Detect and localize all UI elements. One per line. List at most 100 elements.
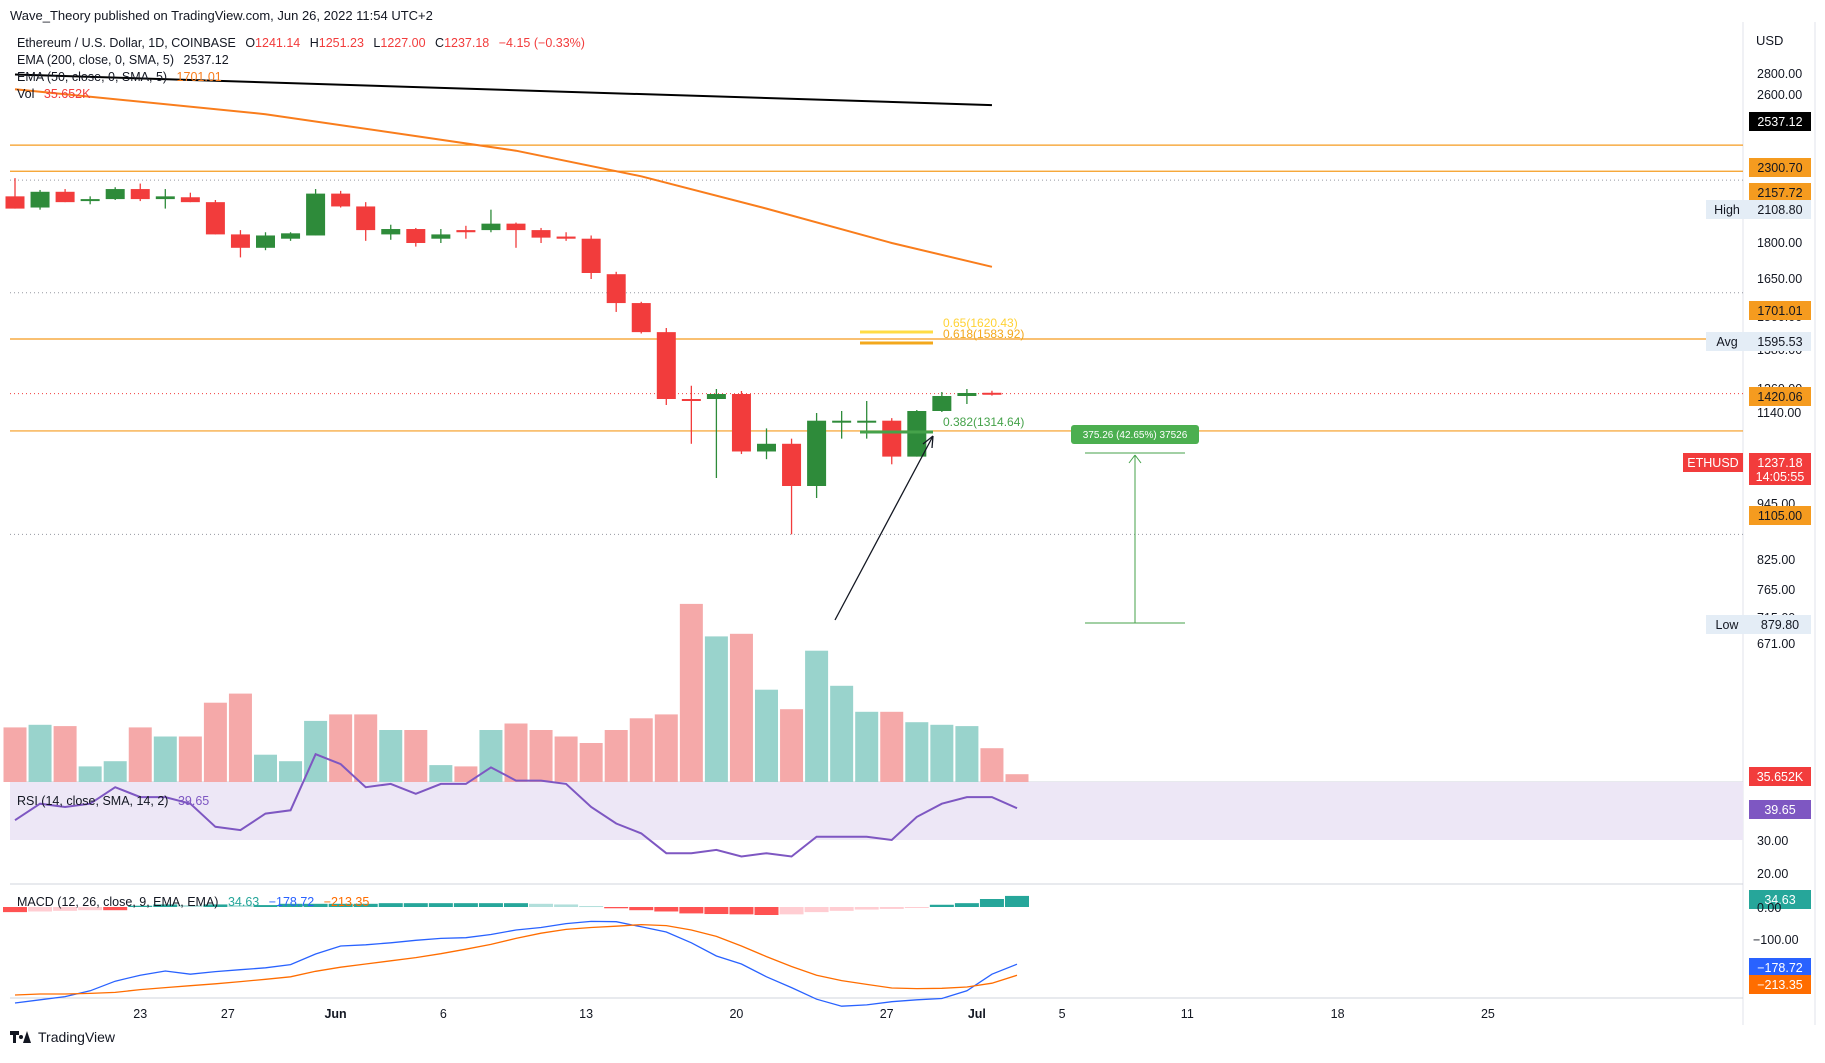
badge-signal-box bbox=[1749, 975, 1811, 994]
macd-hist-bar bbox=[954, 903, 979, 907]
macd-hist-bar bbox=[428, 903, 453, 907]
legend-symbol: Ethereum / U.S. Dollar, 1D, COINBASE bbox=[17, 36, 236, 50]
volume-bar bbox=[880, 711, 904, 782]
legend-ema200-label: EMA (200, close, 0, SMA, 5) bbox=[17, 53, 174, 67]
footer-brand-label: TradingView bbox=[38, 1029, 116, 1045]
macd-hist-bar bbox=[3, 907, 27, 913]
rsi-legend-label: RSI (14, close, SMA, 14, 2) bbox=[17, 794, 168, 808]
candle bbox=[80, 196, 100, 205]
price-tick: 1140.00 bbox=[1757, 406, 1801, 420]
candle-body bbox=[882, 420, 902, 457]
price-tick: 765.00 bbox=[1757, 583, 1795, 597]
trend-arrow[interactable] bbox=[834, 435, 934, 621]
legend-o-label: O bbox=[245, 36, 255, 50]
candle-body bbox=[656, 332, 676, 399]
volume-bar bbox=[128, 727, 152, 782]
badge-1105-box bbox=[1749, 506, 1811, 525]
macd-hist-bar bbox=[604, 907, 629, 909]
macd-hist-bar bbox=[353, 903, 378, 907]
candle-body bbox=[782, 443, 802, 486]
macd-histogram bbox=[3, 895, 1029, 915]
volume-bar bbox=[805, 650, 829, 782]
candle bbox=[681, 385, 701, 444]
volume-bar bbox=[855, 711, 879, 782]
time-tick: 20 bbox=[729, 1007, 743, 1021]
volume-bar bbox=[479, 730, 503, 782]
volume-bar bbox=[78, 766, 102, 782]
candle-body bbox=[757, 443, 776, 452]
candle bbox=[882, 418, 902, 465]
time-tick: 5 bbox=[1059, 1007, 1066, 1021]
legend-o-value: 1241.14 bbox=[255, 36, 300, 50]
time-tick: 11 bbox=[1181, 1007, 1194, 1021]
fib65-label: 0.65(1620.43) bbox=[943, 316, 1018, 330]
footer-brand[interactable]: TradingView bbox=[10, 1029, 115, 1045]
candle bbox=[155, 189, 175, 209]
volume-bar bbox=[729, 633, 753, 782]
macd-hist-bar bbox=[754, 907, 779, 915]
macd-hist-bar bbox=[453, 903, 478, 907]
candle bbox=[30, 189, 50, 210]
candle-body bbox=[406, 229, 426, 243]
dotted-levels bbox=[10, 179, 1743, 535]
macd-legend-v1: 34.63 bbox=[228, 895, 259, 909]
candle-body bbox=[331, 193, 351, 207]
pane-frames bbox=[10, 22, 1816, 1025]
arrow-head-icon bbox=[922, 435, 934, 449]
candle bbox=[606, 271, 626, 312]
candle bbox=[230, 230, 250, 258]
currency-label: USD bbox=[1756, 33, 1783, 48]
time-axis[interactable]: 23 27 Jun 6 13 20 27 Jul 5 11 18 25 bbox=[133, 1007, 1495, 1021]
macd-hist-bar bbox=[804, 907, 829, 913]
legend-ema50-value: 1701.01 bbox=[177, 70, 222, 84]
legend-ema50-label: EMA (50, close, 0, SMA, 5) bbox=[17, 70, 167, 84]
legend-h-value: 1251.23 bbox=[319, 36, 364, 50]
candle-body bbox=[957, 393, 977, 396]
time-tick: Jun bbox=[324, 1007, 346, 1021]
candle bbox=[5, 178, 25, 209]
candle-body bbox=[306, 193, 326, 236]
badge-macd-hist-box bbox=[1749, 890, 1811, 909]
candle bbox=[807, 413, 827, 498]
trend-arrow-line[interactable] bbox=[834, 435, 934, 621]
svg-text:EMA (200, close, 0, SMA, 5): EMA (200, close, 0, SMA, 5) 2537.12 bbox=[17, 53, 229, 67]
macd-hist-bar bbox=[904, 907, 929, 908]
candle-body bbox=[205, 202, 225, 235]
candle-body bbox=[581, 238, 601, 273]
macd-hist-bar bbox=[554, 904, 579, 907]
candle bbox=[180, 192, 200, 203]
badge-low-box bbox=[1706, 615, 1811, 634]
candle-body bbox=[606, 274, 626, 304]
badge-price: 1237.18 bbox=[1757, 456, 1802, 470]
badge-avg: 1595.53 bbox=[1757, 335, 1802, 349]
fib-drawings[interactable]: 0.65(1620.43) 0.618(1583.92) 0.382(1314.… bbox=[860, 316, 1024, 434]
svg-text:Ethereum / U.S. Dollar, 1D, CO: Ethereum / U.S. Dollar, 1D, COINBASE O12… bbox=[17, 36, 585, 50]
badge-high-label: High bbox=[1714, 203, 1740, 217]
volume-bar bbox=[780, 709, 804, 782]
legend-vol-label: Vol bbox=[17, 87, 34, 101]
badge-rsi-box bbox=[1749, 800, 1811, 819]
volume-bar bbox=[454, 766, 478, 782]
volume-bar bbox=[3, 727, 27, 782]
badge-avg-label: Avg bbox=[1716, 335, 1737, 349]
macd-hist-bar bbox=[478, 903, 503, 907]
legend-l-label: L bbox=[373, 36, 380, 50]
fib382-label: 0.382(1314.64) bbox=[943, 415, 1024, 429]
volume-bar bbox=[905, 722, 929, 782]
volume-bar bbox=[704, 636, 728, 782]
candle-body bbox=[230, 234, 250, 248]
volume-bar bbox=[379, 730, 403, 782]
macd-hist-bar bbox=[78, 907, 103, 911]
volume-bar bbox=[930, 724, 954, 782]
ema200-line bbox=[14, 73, 992, 107]
macd-hist-bar bbox=[203, 904, 228, 907]
badge-macd: −178.72 bbox=[1757, 961, 1803, 975]
price-range-tool[interactable]: 375.26 (42.65%) 37526 bbox=[1071, 425, 1199, 624]
macd-hist-bar bbox=[103, 907, 128, 911]
badge-high-box bbox=[1706, 200, 1811, 219]
rsi-tick-30: 30.00 bbox=[1757, 834, 1788, 848]
rsi-tick-20: 20.00 bbox=[1757, 867, 1788, 881]
svg-text:EMA (50, close, 0, SMA, 5): EMA (50, close, 0, SMA, 5) 1701.01 bbox=[17, 70, 222, 84]
volume-bar bbox=[529, 730, 553, 782]
